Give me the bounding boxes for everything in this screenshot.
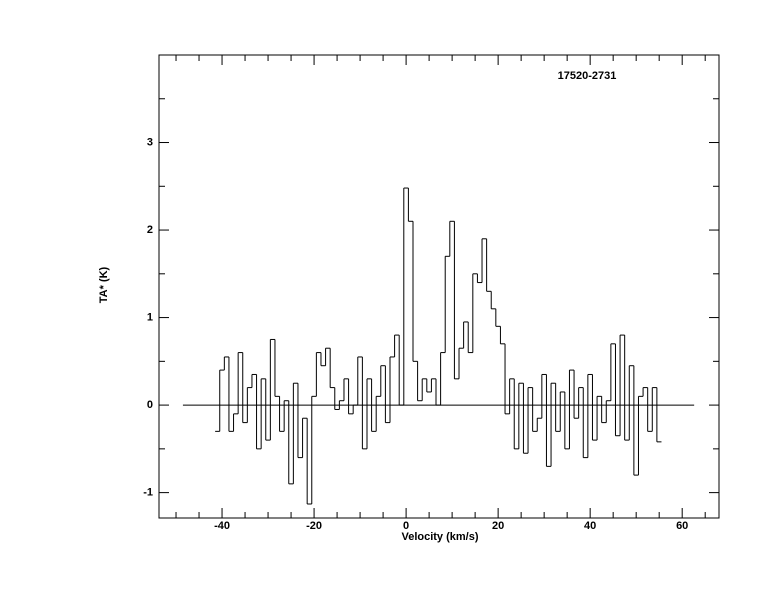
- x-tick-label: -40: [214, 520, 230, 532]
- x-axis-label: Velocity (km/s): [401, 531, 478, 543]
- y-tick-label: 2: [147, 224, 153, 236]
- x-tick-label: 40: [584, 520, 596, 532]
- x-tick-label: 0: [403, 520, 409, 532]
- y-tick-label: 3: [147, 136, 153, 148]
- x-tick-label: 60: [676, 520, 688, 532]
- x-tick-label: 20: [492, 520, 504, 532]
- plot-frame: [158, 54, 720, 519]
- y-tick-label: 1: [147, 311, 153, 323]
- x-tick-label: -20: [306, 520, 322, 532]
- y-tick-label: -1: [143, 487, 153, 499]
- chart-title: 17520-2731: [558, 70, 617, 82]
- y-axis-label: TA* (K): [98, 266, 110, 303]
- y-tick-label: 0: [147, 399, 153, 411]
